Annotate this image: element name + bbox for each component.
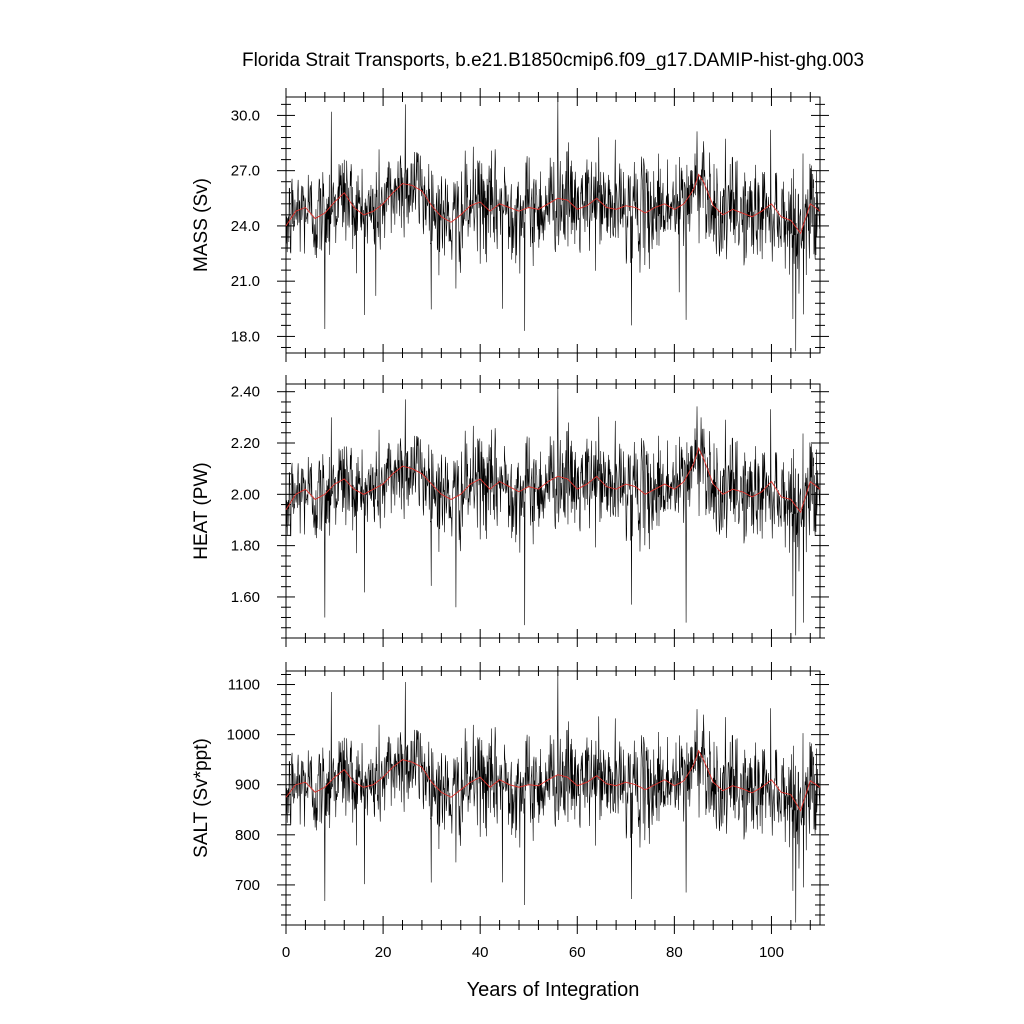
salt-panel: 700 800 900 1000 1100 0 20 40 60 80 100 SALT (Sv*pp… xyxy=(191,662,829,1001)
y-tick-label: 27.0 xyxy=(231,163,260,180)
salt-raw-series-line xyxy=(285,674,820,923)
y-tick-label: 1100 xyxy=(228,677,260,694)
x-tick-label: 0 xyxy=(282,944,290,961)
heat-panel: 1.60 1.80 2.00 2.20 2.40 HEAT (PW) xyxy=(191,375,829,647)
x-tick-label: 20 xyxy=(375,944,392,961)
chart-title: Florida Strait Transports, b.e21.B1850cm… xyxy=(242,50,864,71)
mass-smoothed-series-line xyxy=(285,173,821,235)
y-tick-label: 900 xyxy=(235,777,260,794)
y-tick-label: 2.00 xyxy=(231,486,260,503)
y-tick-label: 1.80 xyxy=(231,538,260,555)
y-tick-label: 18.0 xyxy=(231,328,260,345)
heat-raw-series-line xyxy=(285,386,820,636)
salt-y-axis-label: SALT (Sv*ppt) xyxy=(191,738,212,858)
y-tick-label: 2.40 xyxy=(231,384,260,401)
y-tick-label: 30.0 xyxy=(231,107,260,124)
y-tick-label: 1000 xyxy=(227,727,260,744)
heat-y-axis-label: HEAT (PW) xyxy=(191,462,212,559)
salt-plot-frame xyxy=(285,670,821,926)
y-tick-label: 700 xyxy=(235,877,260,894)
mass-raw-series-line xyxy=(285,100,820,352)
x-tick-label: 60 xyxy=(569,944,586,961)
x-tick-label: 40 xyxy=(472,944,489,961)
y-tick-label: 800 xyxy=(235,827,260,844)
mass-y-axis-label: MASS (Sv) xyxy=(191,178,212,272)
x-tick-label: 80 xyxy=(666,944,683,961)
x-axis-label: Years of Integration xyxy=(467,979,640,1001)
heat-plot-frame xyxy=(285,383,821,639)
y-tick-label: 2.20 xyxy=(231,435,260,452)
heat-smoothed-series-line xyxy=(285,446,821,514)
y-tick-label: 21.0 xyxy=(231,273,260,290)
salt-smoothed-series-line xyxy=(285,749,821,812)
mass-panel: 18.0 21.0 24.0 27.0 30.0 MASS (Sv) xyxy=(191,88,829,362)
mass-plot-frame xyxy=(285,96,821,354)
y-tick-label: 1.60 xyxy=(231,589,260,606)
x-tick-label: 100 xyxy=(759,944,784,961)
y-tick-label: 24.0 xyxy=(231,218,260,235)
